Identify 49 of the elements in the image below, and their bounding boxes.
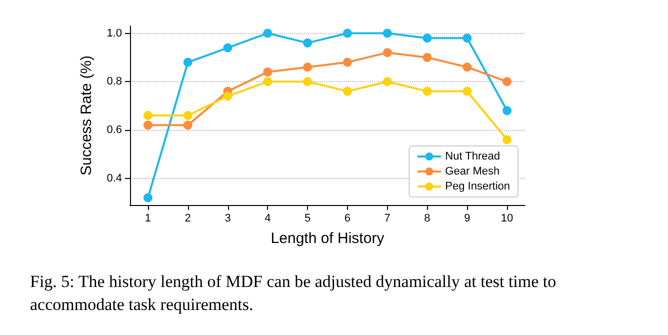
- x-axis-title: Length of History: [270, 230, 385, 247]
- x-tick-label: 7: [384, 212, 390, 224]
- point: [462, 34, 472, 43]
- point: [303, 77, 312, 86]
- point: [502, 106, 512, 116]
- x-tick-label: 3: [224, 212, 231, 224]
- point: [422, 52, 432, 62]
- x-tick-label: 5: [304, 212, 311, 224]
- point: [263, 67, 272, 76]
- point: [382, 28, 392, 38]
- point: [303, 38, 312, 48]
- point: [502, 135, 512, 144]
- point: [263, 77, 272, 86]
- x-tick-label: 8: [424, 212, 430, 224]
- point: [382, 48, 392, 58]
- x-tick-label: 2: [184, 212, 191, 224]
- point: [342, 58, 352, 67]
- legend-label: Nut Thread: [445, 150, 500, 162]
- legend-label: Gear Mesh: [445, 166, 500, 178]
- point: [303, 62, 312, 72]
- legend-label: Peg Insertion: [445, 180, 510, 192]
- point: [143, 120, 152, 130]
- point: [223, 92, 232, 101]
- y-tick-label: 0.6: [106, 124, 122, 136]
- x-tick-label: 6: [344, 212, 351, 224]
- y-tick-label: 0.8: [106, 76, 122, 88]
- point: [422, 34, 432, 43]
- x-tick-label: 4: [264, 212, 271, 224]
- x-tick-label: 10: [500, 212, 514, 224]
- x-tick-label: 9: [464, 212, 470, 224]
- caption: Fig. 5: The history length of MDF can be adjusted dynamically at test time to accommodate task requirements.: [30, 272, 560, 314]
- point: [143, 111, 152, 120]
- point: [143, 193, 152, 202]
- y-tick-label: 1.0: [106, 27, 122, 40]
- point: [342, 86, 352, 96]
- x-tick-label: 1: [144, 212, 152, 224]
- point: [462, 86, 472, 96]
- point: [382, 77, 392, 86]
- point: [223, 43, 232, 52]
- point: [422, 86, 432, 96]
- y-axis-title: Success Rate (%): [78, 55, 95, 176]
- point: [183, 111, 192, 120]
- point: [263, 28, 272, 38]
- point: [183, 120, 192, 130]
- point: [183, 58, 192, 67]
- point: [462, 62, 472, 72]
- point: [502, 77, 512, 86]
- y-tick-label: 0.4: [106, 172, 122, 184]
- point: [342, 28, 352, 38]
